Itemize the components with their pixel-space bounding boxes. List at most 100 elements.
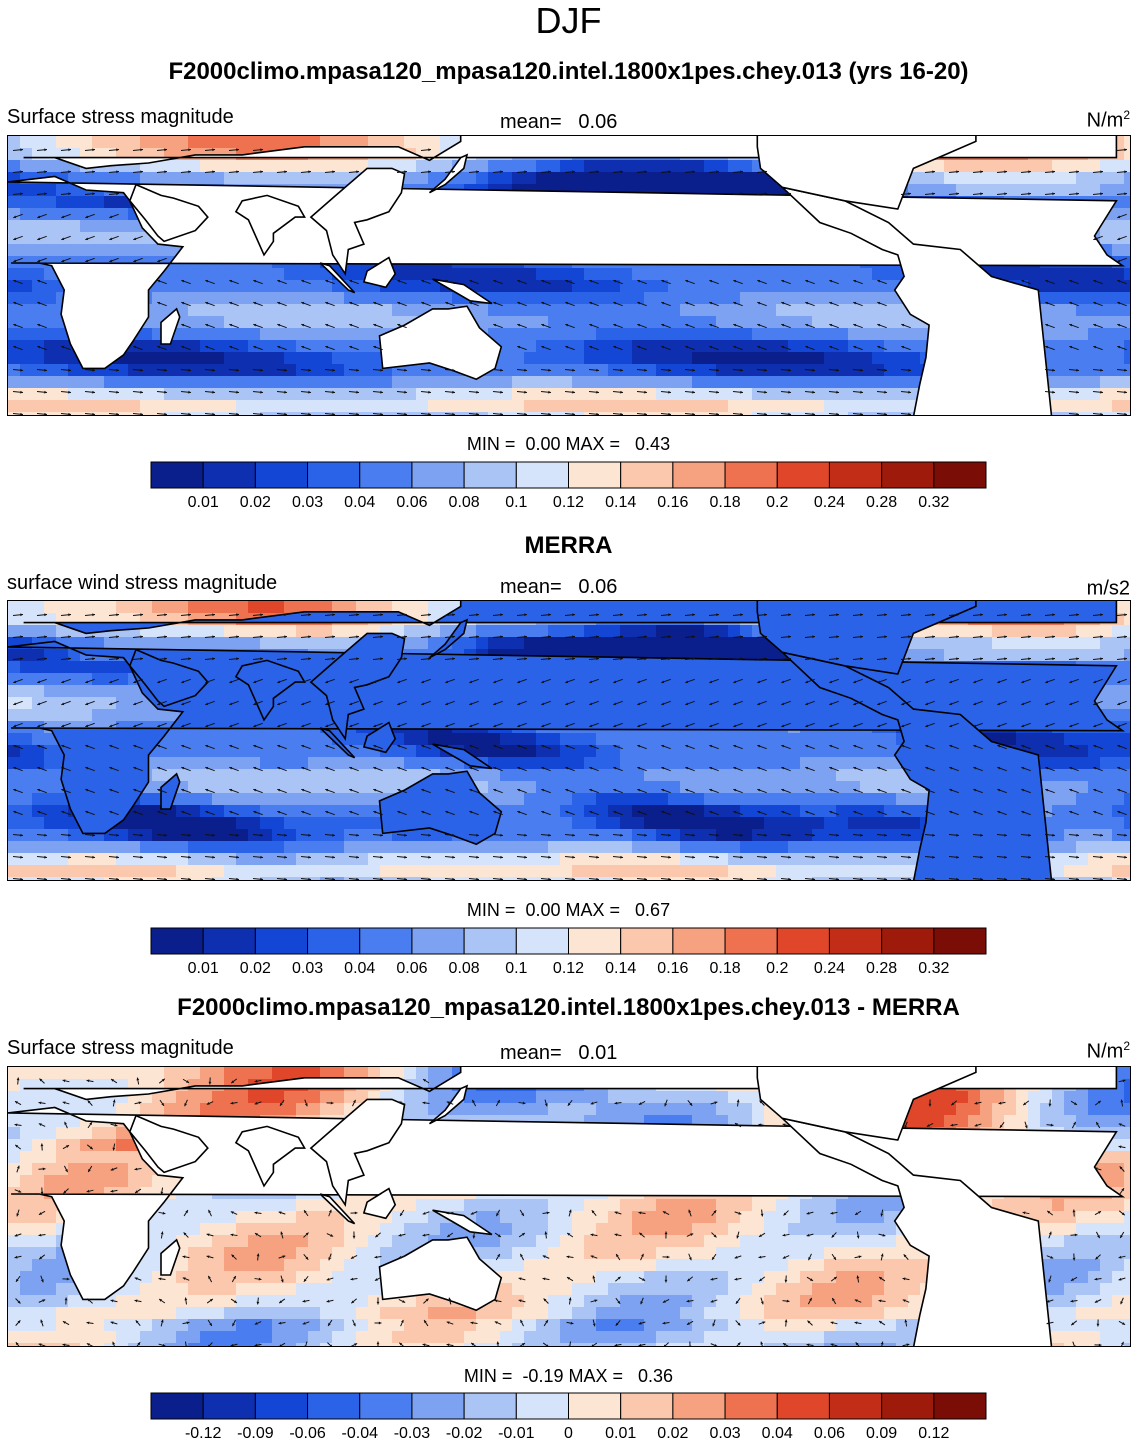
field-cell (836, 781, 849, 794)
field-cell (392, 841, 405, 854)
vector-head (44, 170, 47, 174)
field-cell (104, 697, 117, 710)
field-cell (20, 280, 33, 293)
field-cell (500, 625, 513, 638)
field-cell (584, 388, 597, 401)
field-cell (392, 280, 405, 293)
field-cell (728, 829, 741, 842)
field-cell (188, 637, 201, 650)
vector-head (133, 259, 137, 263)
colorbar-swatch (359, 461, 413, 489)
field-cell (632, 841, 645, 854)
field-cell (344, 829, 357, 842)
field-cell (368, 388, 381, 401)
field-cell (500, 412, 513, 415)
field-cell (608, 817, 621, 830)
field-cell (392, 136, 405, 149)
vector-head (37, 301, 41, 305)
field-cell (464, 733, 477, 746)
field-cell (524, 280, 537, 293)
vector-head (253, 301, 257, 305)
field-cell (344, 400, 357, 413)
field-cell (644, 160, 657, 173)
colorbar-swatch (515, 461, 569, 489)
field-cell (668, 280, 681, 293)
field-cell (44, 649, 57, 662)
field-cell (800, 841, 813, 854)
field-cell (212, 400, 225, 413)
field-cell (236, 637, 249, 650)
field-cell (776, 352, 789, 365)
field-cell (44, 244, 57, 257)
vector-head (308, 170, 311, 174)
field-cell (1124, 817, 1130, 830)
field-cell (296, 637, 309, 650)
field-cell (752, 280, 765, 293)
field-cell (260, 757, 273, 770)
field-cell (1112, 745, 1125, 758)
vector-head (853, 279, 857, 283)
field-cell (284, 172, 297, 185)
field-cell (188, 268, 201, 281)
mean-value: 0.06 (578, 111, 618, 133)
field-cell (788, 757, 801, 770)
field-cell (224, 364, 237, 377)
field-cell (992, 637, 1005, 650)
field-cell (308, 292, 321, 305)
field-cell (200, 817, 213, 830)
field-cell (764, 757, 777, 770)
field-cell (440, 268, 453, 281)
field-cell (656, 352, 669, 365)
field-cell (1088, 400, 1101, 413)
field-cell (488, 769, 501, 782)
vector-head (92, 368, 95, 372)
field-cell (320, 160, 333, 173)
field-cell (740, 292, 753, 305)
field-cell (1100, 184, 1113, 197)
field-cell (560, 829, 573, 842)
field-cell (308, 841, 321, 854)
field-cell (404, 160, 417, 173)
colorbar-tick-label: 0.12 (553, 494, 584, 511)
vector-head (685, 279, 689, 283)
field-cell (356, 757, 369, 770)
panel-1-map-svg (8, 136, 1130, 415)
field-cell (884, 388, 897, 401)
field-cell (476, 316, 489, 329)
field-cell (1100, 649, 1113, 662)
field-cell (500, 781, 513, 794)
field-cell (536, 793, 549, 806)
field-cell (152, 364, 165, 377)
field-cell (224, 400, 237, 413)
field-cell (128, 172, 141, 185)
field-cell (680, 268, 693, 281)
field-cell (308, 280, 321, 293)
field-cell (632, 388, 645, 401)
field-cell (704, 160, 717, 173)
field-cell (848, 268, 861, 281)
field-cell (164, 136, 177, 149)
field-cell (596, 280, 609, 293)
field-cell (932, 160, 945, 173)
field-cell (476, 625, 489, 638)
vector-head (589, 345, 593, 349)
field-cell (752, 637, 765, 650)
field-cell (800, 352, 813, 365)
vector-head (980, 192, 983, 196)
vector-head (37, 237, 41, 241)
field-cell (968, 637, 981, 650)
field-cell (140, 376, 153, 389)
field-cell (752, 400, 765, 413)
field-cell (8, 328, 21, 341)
vector-head (469, 301, 473, 305)
vector-head (188, 148, 191, 152)
field-cell (152, 352, 165, 365)
field-cell (200, 136, 213, 149)
vector-head (829, 279, 833, 283)
field-cell (488, 268, 501, 281)
field-cell (32, 364, 45, 377)
field-cell (140, 136, 153, 149)
field-cell (1052, 733, 1065, 746)
field-cell (404, 829, 417, 842)
field-cell (260, 733, 273, 746)
